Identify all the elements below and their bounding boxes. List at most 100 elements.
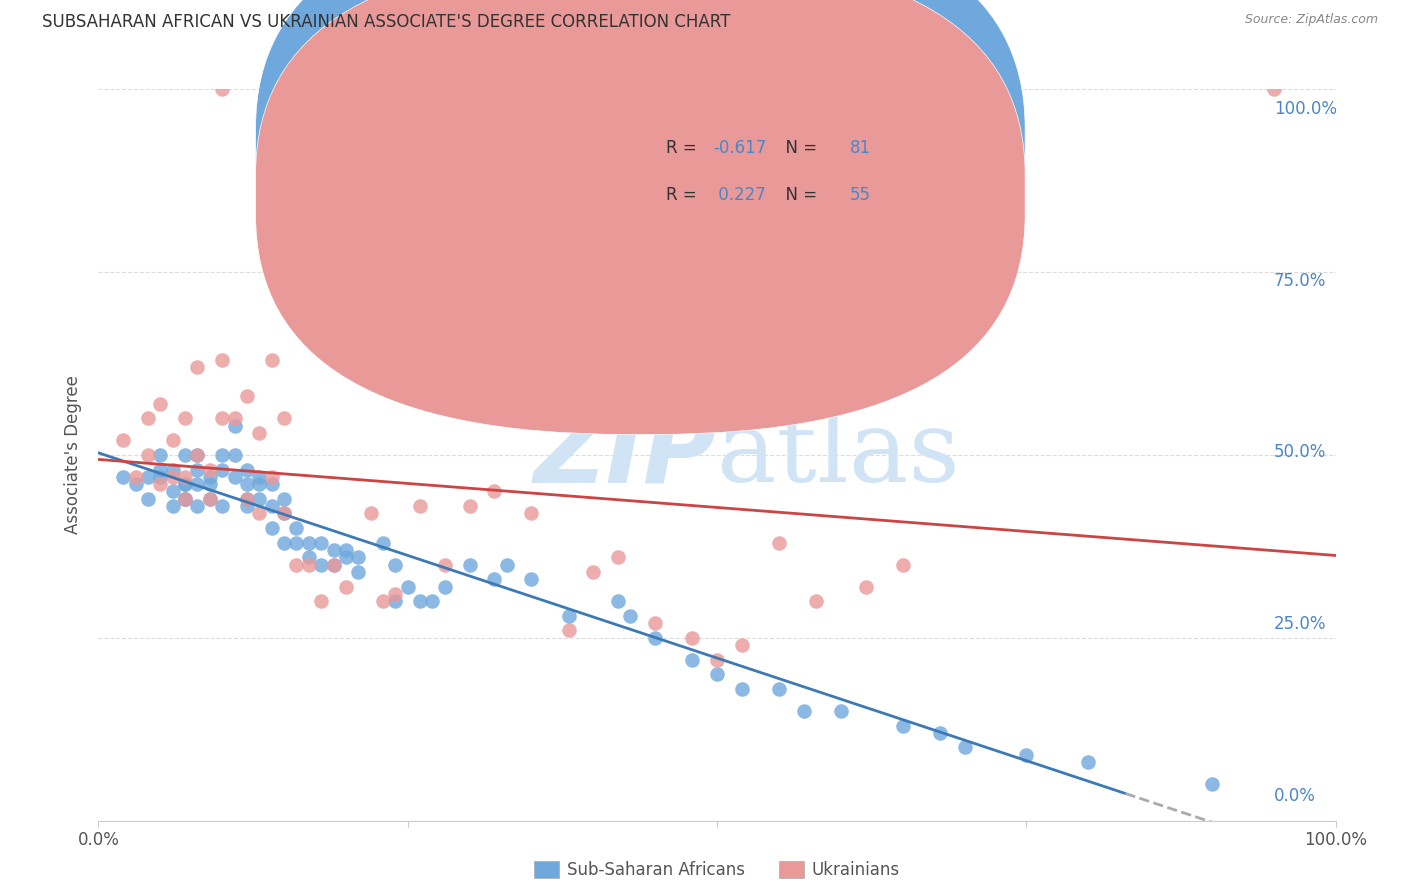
Point <box>231 478 253 492</box>
Point <box>318 512 340 526</box>
Point <box>318 354 340 368</box>
Point <box>307 423 329 437</box>
Point <box>621 581 644 595</box>
Point <box>307 499 329 513</box>
Point <box>394 540 416 554</box>
Legend: Sub-Saharan Africans, Ukrainians: Sub-Saharan Africans, Ukrainians <box>531 822 910 855</box>
Point <box>328 499 350 513</box>
Point <box>731 663 754 677</box>
Point <box>513 560 536 574</box>
Point <box>426 574 449 588</box>
Text: R =: R = <box>676 153 711 171</box>
Point <box>633 594 655 608</box>
Point <box>513 265 536 279</box>
Point <box>437 567 460 582</box>
Point <box>360 581 382 595</box>
Point <box>710 649 733 664</box>
Point <box>284 443 307 458</box>
Text: N =: N = <box>772 197 820 215</box>
Point <box>208 443 231 458</box>
Point <box>382 567 405 582</box>
Point <box>328 499 350 513</box>
Point <box>252 471 274 485</box>
Point <box>447 581 470 595</box>
Point <box>710 636 733 650</box>
Point <box>818 683 841 698</box>
Point <box>318 464 340 478</box>
Point <box>208 484 231 499</box>
Point <box>186 464 209 478</box>
Point <box>350 546 373 561</box>
Text: R =: R = <box>676 197 711 215</box>
Text: 81: 81 <box>837 153 858 171</box>
Point <box>981 725 1004 739</box>
Point <box>688 615 710 630</box>
Point <box>360 546 382 561</box>
Point <box>263 457 285 471</box>
Point <box>284 416 307 430</box>
Point <box>318 471 340 485</box>
Point <box>492 546 515 561</box>
Point <box>328 525 350 540</box>
Point <box>240 484 263 499</box>
Point <box>219 395 242 409</box>
Point <box>219 443 242 458</box>
Point <box>328 484 350 499</box>
Point <box>274 100 297 114</box>
FancyBboxPatch shape <box>314 0 991 387</box>
Point <box>274 409 297 423</box>
Point <box>339 512 361 526</box>
Point <box>339 525 361 540</box>
Text: SUBSAHARAN AFRICAN VS UKRAINIAN ASSOCIATE'S DEGREE CORRELATION CHART: SUBSAHARAN AFRICAN VS UKRAINIAN ASSOCIAT… <box>42 13 731 31</box>
Point <box>295 388 318 402</box>
Point <box>546 560 568 574</box>
Point <box>731 622 754 636</box>
Point <box>655 615 678 630</box>
Point <box>219 471 242 485</box>
Point <box>252 491 274 506</box>
Point <box>318 491 340 506</box>
Point <box>1144 753 1167 767</box>
Point <box>763 525 786 540</box>
Point <box>274 491 297 506</box>
Point <box>470 567 492 582</box>
Point <box>394 553 416 567</box>
Point <box>240 464 263 478</box>
Point <box>415 525 437 540</box>
Point <box>579 594 602 608</box>
Point <box>252 443 274 458</box>
Point <box>621 540 644 554</box>
Point <box>502 361 524 376</box>
Point <box>240 409 263 423</box>
Point <box>284 409 307 423</box>
Point <box>295 484 318 499</box>
Point <box>371 546 394 561</box>
Point <box>350 540 373 554</box>
Point <box>426 546 449 561</box>
Point <box>219 464 242 478</box>
Point <box>470 546 492 561</box>
FancyBboxPatch shape <box>314 0 991 431</box>
Point <box>841 567 863 582</box>
Point <box>219 457 242 471</box>
Point <box>415 581 437 595</box>
Point <box>252 443 274 458</box>
Point <box>513 478 536 492</box>
Point <box>360 525 382 540</box>
Point <box>295 457 318 471</box>
Point <box>197 471 219 485</box>
Point <box>524 546 547 561</box>
Point <box>524 319 547 334</box>
Point <box>307 484 329 499</box>
Point <box>655 601 678 615</box>
Point <box>905 705 928 719</box>
Point <box>231 430 253 444</box>
Point <box>796 581 818 595</box>
Point <box>492 491 515 506</box>
Point <box>600 553 623 567</box>
Point <box>873 546 896 561</box>
Point <box>197 464 219 478</box>
Point <box>240 471 263 485</box>
Point <box>252 361 274 376</box>
Point <box>405 340 427 354</box>
